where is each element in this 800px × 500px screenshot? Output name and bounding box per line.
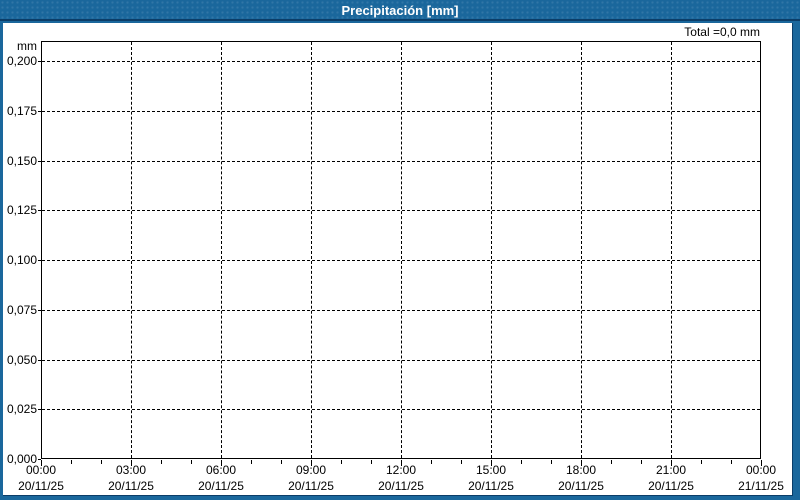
x-minor-tick-mark bbox=[251, 460, 252, 464]
v-gridline bbox=[131, 42, 132, 458]
y-tick-label: 0,025 bbox=[6, 402, 37, 417]
x-time-label: 12:00 bbox=[385, 463, 417, 477]
x-minor-tick-mark bbox=[371, 460, 372, 464]
v-gridline bbox=[491, 42, 492, 458]
x-time-label: 00:00 bbox=[745, 463, 777, 477]
x-date-label: 20/11/25 bbox=[108, 479, 154, 493]
x-major-tick-mark bbox=[311, 460, 312, 466]
chart-title: Precipitación [mm] bbox=[341, 3, 459, 18]
x-major-tick-mark bbox=[401, 460, 402, 466]
x-time-label: 15:00 bbox=[475, 463, 507, 477]
y-tick-mark bbox=[38, 110, 41, 112]
y-tick-label: 0,200 bbox=[6, 54, 37, 68]
y-tick-mark bbox=[38, 359, 41, 361]
x-minor-tick-mark bbox=[701, 460, 702, 464]
v-gridline bbox=[401, 42, 402, 458]
x-date-label: 20/11/25 bbox=[558, 479, 604, 493]
y-tick-mark bbox=[38, 210, 41, 212]
y-tick-label: 0,075 bbox=[6, 302, 37, 317]
x-date-label: 20/11/25 bbox=[468, 479, 514, 493]
x-minor-tick-mark bbox=[191, 460, 192, 464]
x-major-tick-mark bbox=[221, 460, 222, 466]
y-tick-mark bbox=[38, 459, 41, 460]
x-minor-tick-mark bbox=[161, 460, 162, 464]
x-date-label: 20/11/25 bbox=[198, 479, 244, 493]
total-annotation: Total =0,0 mm bbox=[684, 25, 760, 39]
chart-area: Total =0,0 mm mm 0,200 0,175 0,150 0,125 0,1… bbox=[3, 23, 793, 496]
x-date-label: 20/11/25 bbox=[18, 479, 64, 493]
x-minor-tick-mark bbox=[611, 460, 612, 464]
y-tick-mark bbox=[38, 160, 41, 162]
x-minor-tick-mark bbox=[281, 460, 282, 464]
y-tick-mark bbox=[38, 61, 41, 62]
x-minor-tick-mark bbox=[101, 460, 102, 464]
x-minor-tick-mark bbox=[431, 460, 432, 464]
x-minor-tick-mark bbox=[521, 460, 522, 464]
y-tick-mark bbox=[38, 260, 41, 261]
x-date-label: 21/11/25 bbox=[738, 479, 784, 493]
x-date-label: 20/11/25 bbox=[648, 479, 694, 493]
x-major-tick-mark bbox=[671, 460, 672, 466]
y-axis-unit-label: mm bbox=[17, 39, 37, 53]
x-time-label: 09:00 bbox=[295, 463, 327, 477]
x-major-tick-mark bbox=[761, 460, 762, 466]
v-gridline bbox=[581, 42, 582, 458]
chart-title-bar: Precipitación [mm] bbox=[0, 0, 800, 21]
y-tick-label: 0,050 bbox=[6, 352, 37, 367]
x-date-label: 20/11/25 bbox=[378, 479, 424, 493]
v-gridline bbox=[311, 42, 312, 458]
v-gridline bbox=[671, 42, 672, 458]
x-minor-tick-mark bbox=[71, 460, 72, 464]
x-time-label: 03:00 bbox=[115, 463, 147, 477]
x-major-tick-mark bbox=[491, 460, 492, 466]
y-tick-label: 0,000 bbox=[6, 452, 37, 466]
y-tick-label: 0,125 bbox=[6, 203, 37, 218]
x-minor-tick-mark bbox=[641, 460, 642, 464]
x-minor-tick-mark bbox=[341, 460, 342, 464]
x-time-label: 21:00 bbox=[655, 463, 687, 477]
y-tick-mark bbox=[38, 309, 41, 311]
v-gridline bbox=[221, 42, 222, 458]
x-major-tick-mark bbox=[131, 460, 132, 466]
x-major-tick-mark bbox=[41, 460, 42, 466]
y-tick-mark bbox=[38, 409, 41, 411]
x-time-label: 06:00 bbox=[205, 463, 237, 477]
x-minor-tick-mark bbox=[731, 460, 732, 464]
x-minor-tick-mark bbox=[551, 460, 552, 464]
x-time-label: 00:00 bbox=[25, 463, 57, 477]
x-minor-tick-mark bbox=[461, 460, 462, 464]
y-tick-label: 0,150 bbox=[6, 153, 37, 168]
x-date-label: 20/11/25 bbox=[288, 479, 334, 493]
y-tick-label: 0,100 bbox=[6, 253, 37, 267]
y-tick-label: 0,175 bbox=[6, 103, 37, 118]
x-major-tick-mark bbox=[581, 460, 582, 466]
x-time-label: 18:00 bbox=[565, 463, 597, 477]
